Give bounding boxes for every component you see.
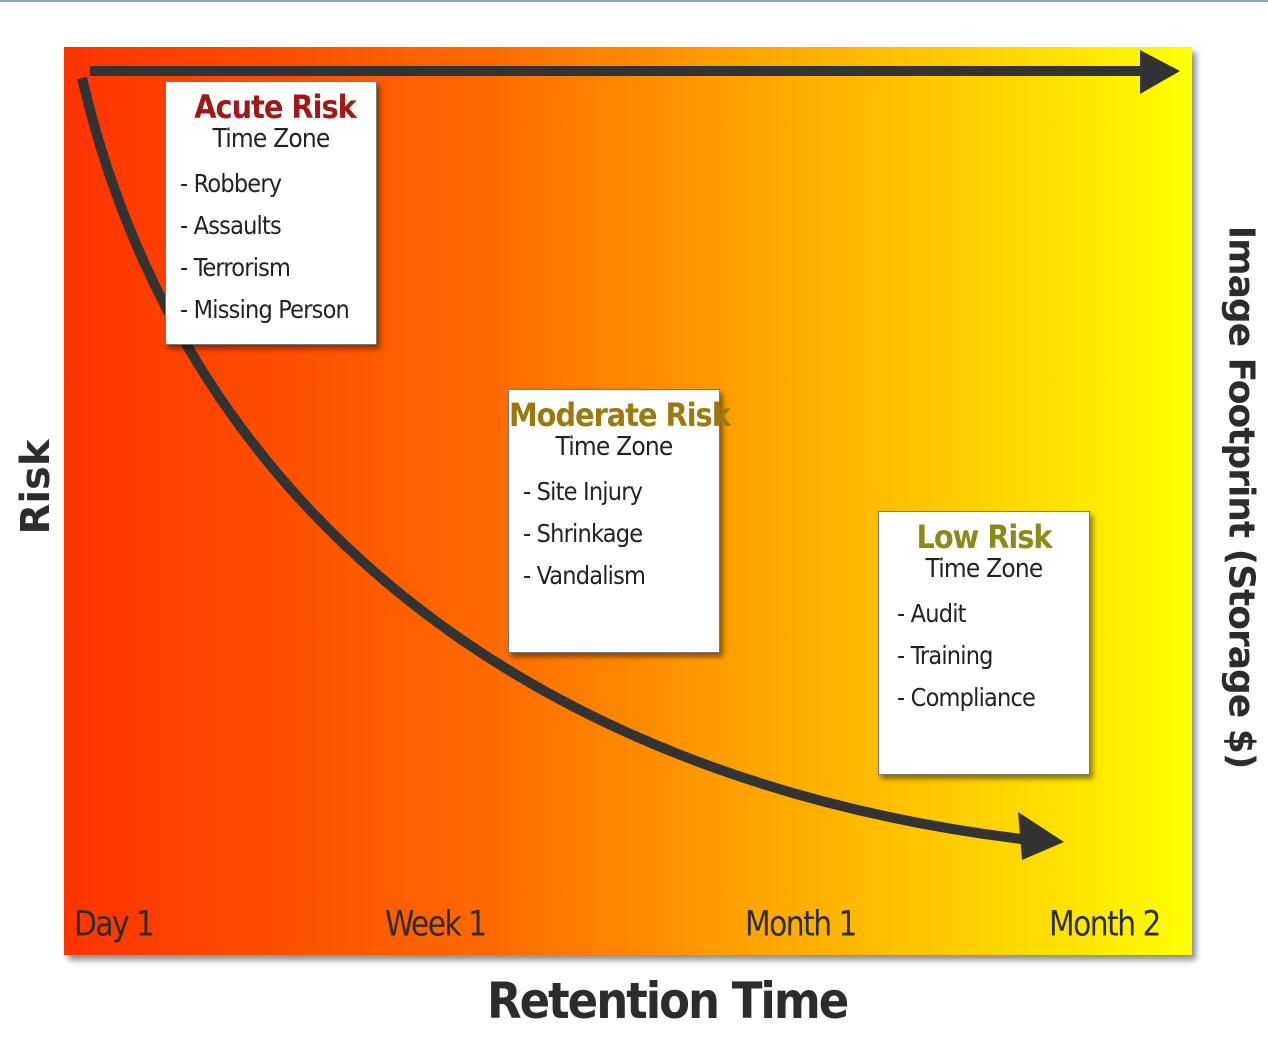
acute-risk-subtitle: Time Zone bbox=[212, 124, 331, 155]
moderate-risk-subtitle: Time Zone bbox=[555, 432, 674, 463]
acute-risk-list: Robbery Assaults Terrorism Missing Perso… bbox=[180, 163, 376, 331]
acute-risk-title: Acute Risk bbox=[194, 88, 356, 126]
low-risk-card: Low Risk Time Zone Audit Training Compli… bbox=[878, 511, 1090, 775]
tick-day-1: Day 1 bbox=[74, 903, 155, 944]
acute-risk-card: Acute Risk Time Zone Robbery Assaults Te… bbox=[165, 81, 377, 345]
moderate-risk-list: Site Injury Shrinkage Vandalism bbox=[523, 471, 719, 597]
list-item: Robbery bbox=[180, 163, 376, 205]
list-item: Shrinkage bbox=[523, 513, 719, 555]
list-item: Vandalism bbox=[523, 555, 719, 597]
list-item: Terrorism bbox=[180, 247, 376, 289]
list-item: Audit bbox=[897, 593, 1089, 635]
x-axis-label: Retention Time bbox=[487, 972, 849, 1030]
list-item: Training bbox=[897, 635, 1089, 677]
y-axis-label: Risk bbox=[13, 439, 59, 535]
list-item: Compliance bbox=[897, 677, 1089, 719]
list-item: Site Injury bbox=[523, 471, 719, 513]
list-item: Assaults bbox=[180, 205, 376, 247]
storage-arrow-head bbox=[1140, 50, 1180, 94]
tick-week-1: Week 1 bbox=[385, 903, 487, 944]
tick-month-1: Month 1 bbox=[745, 903, 857, 944]
low-risk-title: Low Risk bbox=[916, 518, 1052, 556]
risk-curve bbox=[77, 76, 1031, 845]
risk-curve-arrow-head bbox=[1018, 812, 1064, 860]
moderate-risk-card: Moderate Risk Time Zone Site Injury Shri… bbox=[508, 389, 731, 653]
low-risk-subtitle: Time Zone bbox=[925, 554, 1044, 585]
top-border-line bbox=[0, 0, 1268, 2]
list-item: Missing Person bbox=[180, 289, 376, 331]
moderate-risk-title: Moderate Risk bbox=[509, 396, 731, 434]
low-risk-list: Audit Training Compliance bbox=[897, 593, 1089, 719]
secondary-y-axis-label: Image Footprint (Storage $) bbox=[1220, 225, 1262, 769]
tick-month-2: Month 2 bbox=[1049, 903, 1161, 944]
